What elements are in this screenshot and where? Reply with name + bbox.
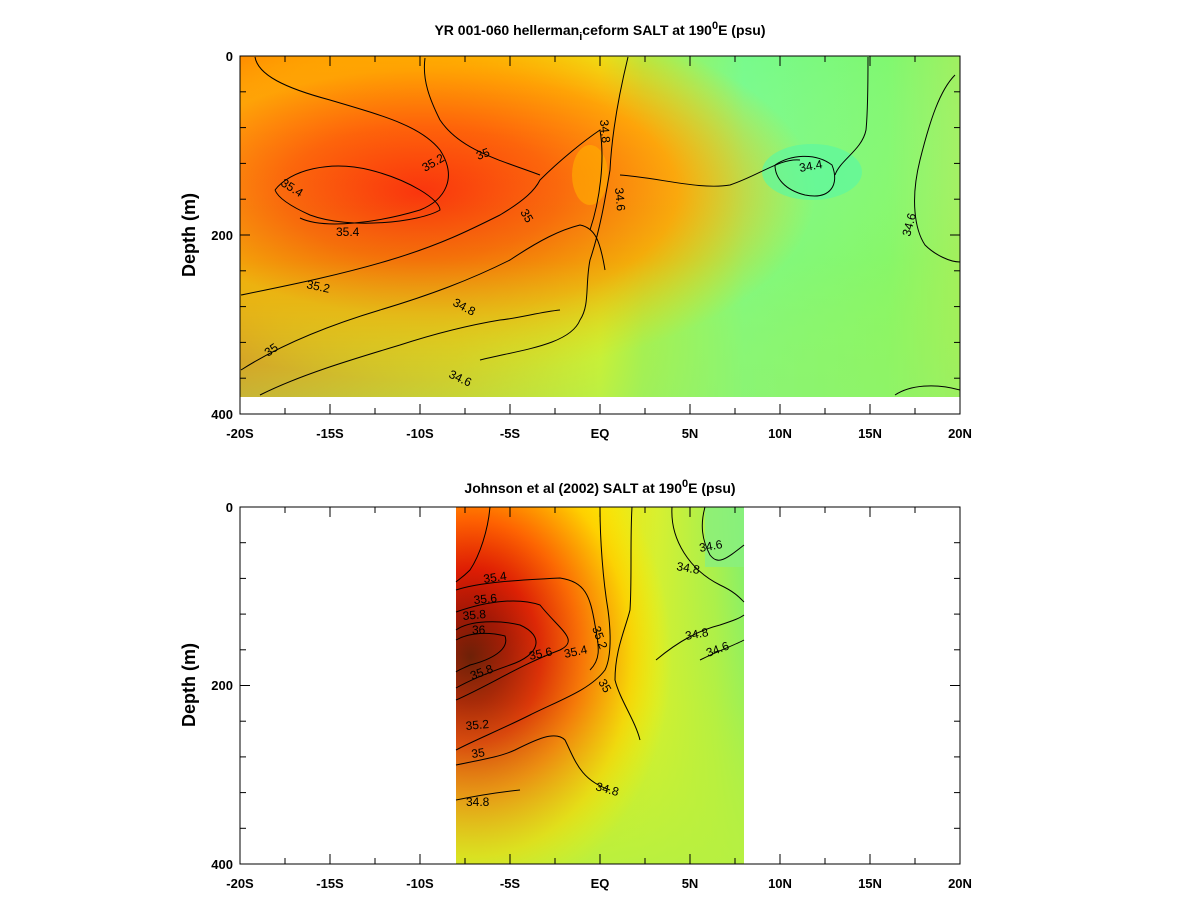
bottom-contour-label: 35.8 (462, 607, 487, 623)
bottom-contour-labels: 35.4 35.6 35.8 36 35.6 35.8 35.4 35.2 35… (462, 537, 731, 809)
x-tick-label: 5N (682, 426, 699, 441)
x-tick-label: 10N (768, 426, 792, 441)
bottom-y-tick-labels: 0 200 400 (211, 500, 233, 872)
top-contour-label: 35 (517, 207, 536, 226)
x-tick-label: -10S (406, 426, 434, 441)
bottom-panel-title: Johnson et al (2002) SALT at 1900E (psu) (464, 478, 735, 496)
x-tick-label: -20S (226, 876, 254, 891)
bottom-contour-label: 35.2 (465, 717, 490, 733)
bottom-contour-label: 34.8 (684, 625, 710, 643)
top-contour-label: 35 (474, 145, 492, 163)
top-x-tick-labels: -20S -15S -10S -5S EQ 5N 10N 15N 20N (226, 426, 972, 441)
x-tick-label: -15S (316, 876, 344, 891)
top-x-axis (239, 56, 961, 414)
top-contours (240, 56, 961, 396)
bottom-contour-label: 35.4 (563, 642, 589, 661)
x-tick-label: 20N (948, 426, 972, 441)
bottom-y-axis-label: Depth (m) (179, 643, 199, 727)
top-contour-label: 34.4 (798, 157, 824, 175)
bottom-x-axis (239, 507, 961, 864)
x-tick-label: 15N (858, 876, 882, 891)
top-contour-label: 34.6 (899, 211, 919, 237)
x-tick-label: -15S (316, 426, 344, 441)
x-tick-label: 15N (858, 426, 882, 441)
top-panel-title: YR 001-060 hellermaniceform SALT at 1900… (434, 20, 765, 43)
x-tick-label: EQ (591, 876, 610, 891)
top-contour-label: 35.4 (336, 225, 360, 239)
top-heatmap-field (240, 56, 960, 397)
y-tick-label: 0 (226, 49, 233, 64)
bottom-contour-label: 35.6 (473, 591, 498, 607)
top-contour-label: 35.2 (305, 277, 331, 296)
top-contour-label: 34.6 (612, 187, 628, 212)
bottom-contour-label: 35.6 (528, 644, 554, 663)
bottom-x-tick-labels: -20S -15S -10S -5S EQ 5N 10N 15N 20N (226, 876, 972, 891)
x-tick-label: 20N (948, 876, 972, 891)
x-tick-label: 10N (768, 876, 792, 891)
top-y-axis-label: Depth (m) (179, 193, 199, 277)
bottom-contour-label: 35.4 (482, 569, 507, 586)
bottom-contour-label: 36 (472, 623, 486, 637)
x-tick-label: -5S (500, 426, 521, 441)
bottom-contour-label: 35 (595, 677, 614, 696)
top-contour-label: 34.8 (597, 119, 613, 144)
y-tick-label: 400 (211, 407, 233, 422)
bottom-contour-label: 34.8 (675, 559, 701, 577)
x-tick-label: -10S (406, 876, 434, 891)
bottom-contours (455, 506, 745, 801)
x-tick-label: 5N (682, 876, 699, 891)
top-y-tick-labels: 0 200 400 (211, 49, 233, 422)
x-tick-label: EQ (591, 426, 610, 441)
bottom-panel: Johnson et al (2002) SALT at 1900E (psu) (179, 478, 972, 891)
bottom-contour-label: 35 (470, 745, 485, 761)
x-tick-label: -20S (226, 426, 254, 441)
x-tick-label: -5S (500, 876, 521, 891)
top-y-axis (240, 55, 960, 415)
y-tick-label: 400 (211, 857, 233, 872)
top-panel: YR 001-060 hellermaniceform SALT at 1900… (179, 20, 972, 441)
y-tick-label: 0 (226, 500, 233, 515)
bottom-contour-label: 34.6 (698, 537, 724, 555)
bottom-y-axis (240, 506, 960, 865)
bottom-contour-label: 34.8 (594, 779, 620, 799)
bottom-contour-label: 34.8 (466, 795, 490, 809)
bottom-heatmap-field (456, 507, 744, 864)
y-tick-label: 200 (211, 678, 233, 693)
y-tick-label: 200 (211, 228, 233, 243)
